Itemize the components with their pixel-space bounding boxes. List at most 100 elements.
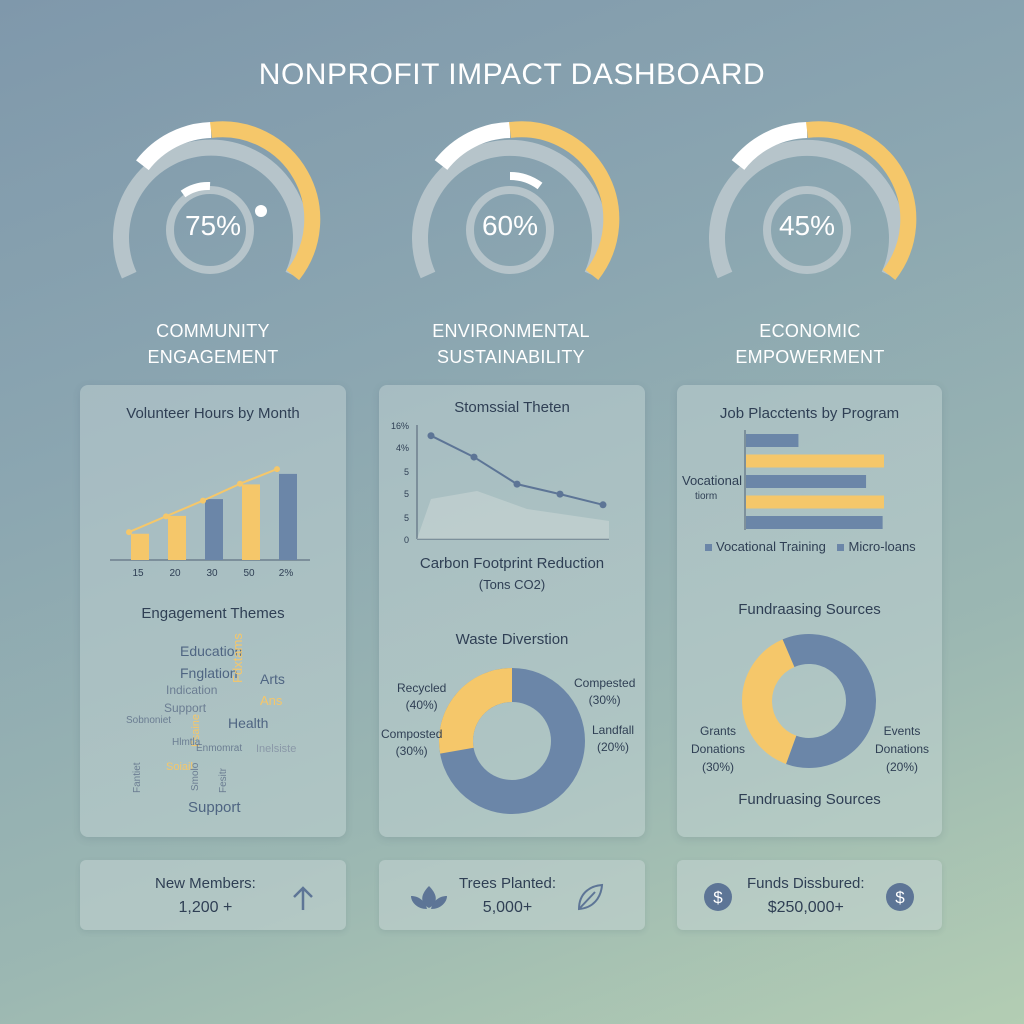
word-cloud-word: Ans [260,693,283,708]
carbon-line-chart: 16% 4% 5 5 5 0 [391,421,609,545]
footer-label: Funds Dissbured: [747,875,865,892]
gauge-fill [806,121,917,280]
gauge-value: 75% [184,210,242,241]
label-text: Composted [381,727,443,741]
footer-value: 1,200 + [178,899,233,916]
tick-label: 20 [169,568,181,579]
legend-label: Micro-loans [848,539,916,554]
gauge-white-segment [434,122,511,171]
tick-label: 30 [206,568,218,579]
job-placements-chart [744,430,884,530]
trend-point [200,497,206,504]
gauge-value: 60% [481,210,539,241]
gauge-environmental: 60% [412,120,632,290]
jobs-chart-title: Job Placctents by Program [719,405,900,422]
waste-label-compested: Compested (30%) [574,675,635,709]
carbon-caption-units: (Tons CO2) [478,577,546,592]
waste-donut-chart [439,668,585,814]
word-cloud-word: Inelsiste [256,743,297,755]
footer-value: 5,000+ [482,899,533,916]
word-cloud-word: Soiail [166,761,193,773]
y-tick-label: 5 [404,489,409,499]
carbon-caption: Carbon Footprint Reduction [419,555,605,572]
bar [746,434,799,447]
gauge-inner-white [509,172,543,190]
leaf-icon [411,886,447,909]
fund-title: Fundraasing Sources [738,601,881,618]
gauge-label-environmental: ENVIRONMENTAL SUSTAINABILITY [381,318,641,370]
trend-point [274,466,280,473]
gauge-inner-ring [763,186,851,274]
legend-swatch [837,544,845,551]
label-text: Landfall [592,723,635,737]
series-point [599,501,607,509]
donut-slice [511,668,585,742]
gauge-label-economic: ECONOMIC EMPOWERMENT [680,318,940,370]
gauge-label-line2: ENGAGEMENT [147,347,279,367]
footer-label: Trees Planted: [459,875,556,892]
word-cloud-word: Indication [166,683,218,697]
legend-label: Vocational Training [716,539,826,554]
gauge-fill [210,121,321,281]
jobs-ylabel: Vocational [682,473,742,488]
label-text: (30%) [395,744,428,758]
trend-point [163,513,169,520]
tick-label: 50 [243,568,255,579]
label-text: (20%) [597,740,630,754]
donut-slice [742,639,798,764]
series-point [427,432,435,440]
svg-text:$: $ [895,888,905,907]
bar [746,495,884,509]
gauge-community-svg [113,121,321,281]
fund-label-grants: Grants Donations (30%) [691,722,745,776]
legend-swatch [705,544,712,551]
word-cloud-word: Fantiet [132,762,143,793]
gauge-white-segment [136,122,212,171]
label-text: Donations [691,742,746,756]
y-tick-label: 4% [396,443,409,453]
area-fill [417,491,609,539]
word-cloud: Education Fnglation Arts Indication Fdxtams A… [80,633,346,825]
label-text: Donations [875,742,930,756]
series-point [556,490,564,498]
tick-label: 15 [132,568,144,579]
word-cloud-word: Fesitr [218,768,229,793]
jobs-ylabel-sub: tiorm [695,491,718,502]
gauge-label-community: COMMUNITY ENGAGEMENT [83,318,343,370]
label-text: Events [883,724,921,738]
y-tick-label: 5 [404,467,409,477]
word-cloud-word: Fnglation [180,665,238,681]
footer-funds: $ Funds Dissbured: $250,000+ $ [677,860,942,930]
y-tick-label: 16% [391,421,409,431]
dollar-icon: $ [886,883,914,911]
word-cloud-word: Enmomrat [196,743,243,754]
label-text: Recycled [397,681,447,695]
series-point [470,453,478,461]
gauge-track [412,139,608,279]
bar [168,515,186,560]
stomssial-chart-title: Stomssial Theten [454,399,570,416]
footer-text: New Members: 1,200 + [155,872,256,920]
fund-donut-chart [742,634,876,768]
bar [242,484,260,560]
dollar-icon: $ [704,883,732,911]
donut-slice [782,634,876,768]
gauge-inner-white [180,181,211,198]
leaf-icon [577,883,604,911]
series-line [430,434,604,506]
footer-label: New Members: [155,875,256,892]
gauge-economic: 45% [709,120,929,290]
gauge-label-line1: COMMUNITY [156,321,270,341]
gauge-marker-dot [255,205,267,217]
word-cloud-word: Support [164,701,207,715]
gauge-label-line2: EMPOWERMENT [735,347,885,367]
dashboard-title: NONPROFIT IMPACT DASHBOARD [258,58,766,91]
word-cloud-word: Smolo [190,762,201,791]
word-cloud-word: Sobnoniet [126,715,172,726]
bar [746,454,884,468]
fund-label-events: Events Donations (20%) [875,722,929,776]
word-cloud-word: Support [188,799,241,816]
footer-text: Trees Planted: 5,000+ [459,872,556,920]
bar [205,499,223,560]
gauge-label-line2: SUSTAINABILITY [437,347,585,367]
